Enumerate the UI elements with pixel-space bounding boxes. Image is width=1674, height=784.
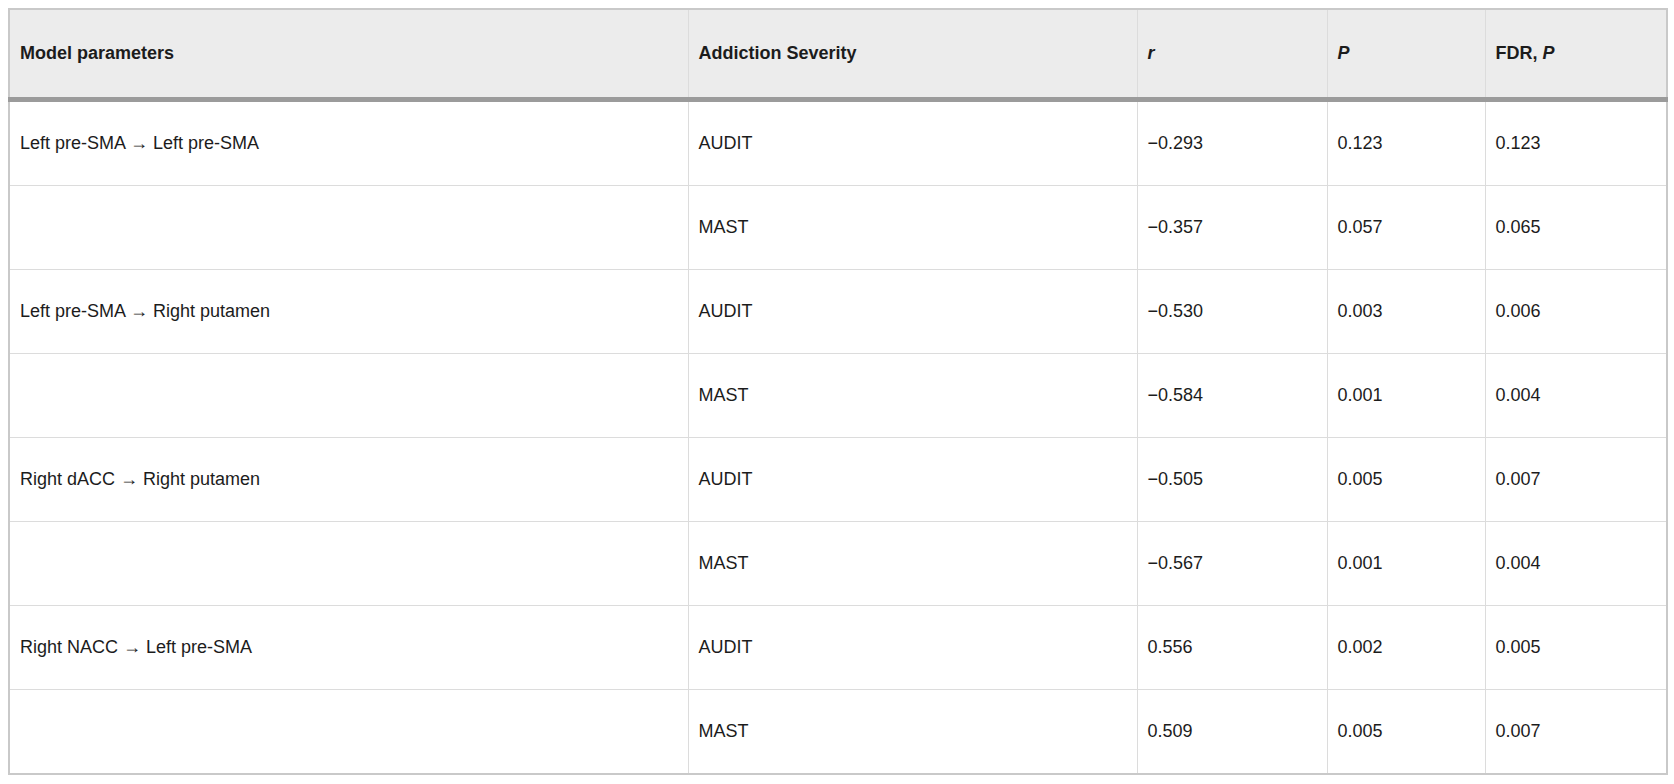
cell-fdr-p: 0.065: [1485, 186, 1667, 270]
cell-addiction-severity: MAST: [688, 522, 1137, 606]
cell-model-parameter: Left pre-SMA → Right putamen: [9, 270, 688, 354]
table-row: MAST −0.567 0.001 0.004: [9, 522, 1667, 606]
cell-model-parameter: Right NACC → Left pre-SMA: [9, 606, 688, 690]
cell-r: −0.530: [1137, 270, 1327, 354]
cell-r: 0.556: [1137, 606, 1327, 690]
column-header-label: P: [1338, 43, 1350, 63]
cell-fdr-p: 0.123: [1485, 100, 1667, 186]
cell-model-parameter: Right dACC → Right putamen: [9, 438, 688, 522]
cell-r: −0.293: [1137, 100, 1327, 186]
cell-model-parameter: [9, 186, 688, 270]
cell-r: −0.584: [1137, 354, 1327, 438]
column-header-label: Model parameters: [20, 43, 174, 63]
cell-r: −0.357: [1137, 186, 1327, 270]
column-header-addiction-severity: Addiction Severity: [688, 9, 1137, 100]
table-body: Left pre-SMA → Left pre-SMA AUDIT −0.293…: [9, 100, 1667, 775]
cell-r: −0.505: [1137, 438, 1327, 522]
cell-addiction-severity: AUDIT: [688, 100, 1137, 186]
cell-addiction-severity: MAST: [688, 186, 1137, 270]
cell-addiction-severity: MAST: [688, 354, 1137, 438]
cell-addiction-severity: AUDIT: [688, 606, 1137, 690]
cell-model-parameter: Left pre-SMA → Left pre-SMA: [9, 100, 688, 186]
table-header: Model parameters Addiction Severity r P …: [9, 9, 1667, 100]
column-header-fdr-p: FDR, P: [1485, 9, 1667, 100]
table-row: Right NACC → Left pre-SMA AUDIT 0.556 0.…: [9, 606, 1667, 690]
header-row: Model parameters Addiction Severity r P …: [9, 9, 1667, 100]
cell-model-parameter: [9, 354, 688, 438]
cell-r: −0.567: [1137, 522, 1327, 606]
cell-p: 0.001: [1327, 522, 1485, 606]
column-header-label: r: [1148, 43, 1155, 63]
table-row: Left pre-SMA → Left pre-SMA AUDIT −0.293…: [9, 100, 1667, 186]
column-header-p: P: [1327, 9, 1485, 100]
column-header-model-parameters: Model parameters: [9, 9, 688, 100]
cell-addiction-severity: AUDIT: [688, 270, 1137, 354]
cell-fdr-p: 0.006: [1485, 270, 1667, 354]
table-row: MAST −0.357 0.057 0.065: [9, 186, 1667, 270]
cell-fdr-p: 0.004: [1485, 522, 1667, 606]
table-row: MAST 0.509 0.005 0.007: [9, 690, 1667, 775]
cell-fdr-p: 0.007: [1485, 438, 1667, 522]
cell-model-parameter: [9, 690, 688, 775]
cell-addiction-severity: MAST: [688, 690, 1137, 775]
table-row: MAST −0.584 0.001 0.004: [9, 354, 1667, 438]
column-header-label: Addiction Severity: [699, 43, 857, 63]
cell-p: 0.001: [1327, 354, 1485, 438]
column-header-r: r: [1137, 9, 1327, 100]
cell-fdr-p: 0.007: [1485, 690, 1667, 775]
cell-addiction-severity: AUDIT: [688, 438, 1137, 522]
cell-model-parameter: [9, 522, 688, 606]
cell-p: 0.057: [1327, 186, 1485, 270]
cell-p: 0.002: [1327, 606, 1485, 690]
column-header-label-prefix: FDR,: [1496, 43, 1543, 63]
cell-p: 0.123: [1327, 100, 1485, 186]
cell-fdr-p: 0.005: [1485, 606, 1667, 690]
correlation-table: Model parameters Addiction Severity r P …: [8, 8, 1668, 775]
table-row: Left pre-SMA → Right putamen AUDIT −0.53…: [9, 270, 1667, 354]
cell-r: 0.509: [1137, 690, 1327, 775]
cell-p: 0.005: [1327, 438, 1485, 522]
cell-p: 0.003: [1327, 270, 1485, 354]
column-header-label: P: [1543, 43, 1555, 63]
table-row: Right dACC → Right putamen AUDIT −0.505 …: [9, 438, 1667, 522]
cell-fdr-p: 0.004: [1485, 354, 1667, 438]
cell-p: 0.005: [1327, 690, 1485, 775]
